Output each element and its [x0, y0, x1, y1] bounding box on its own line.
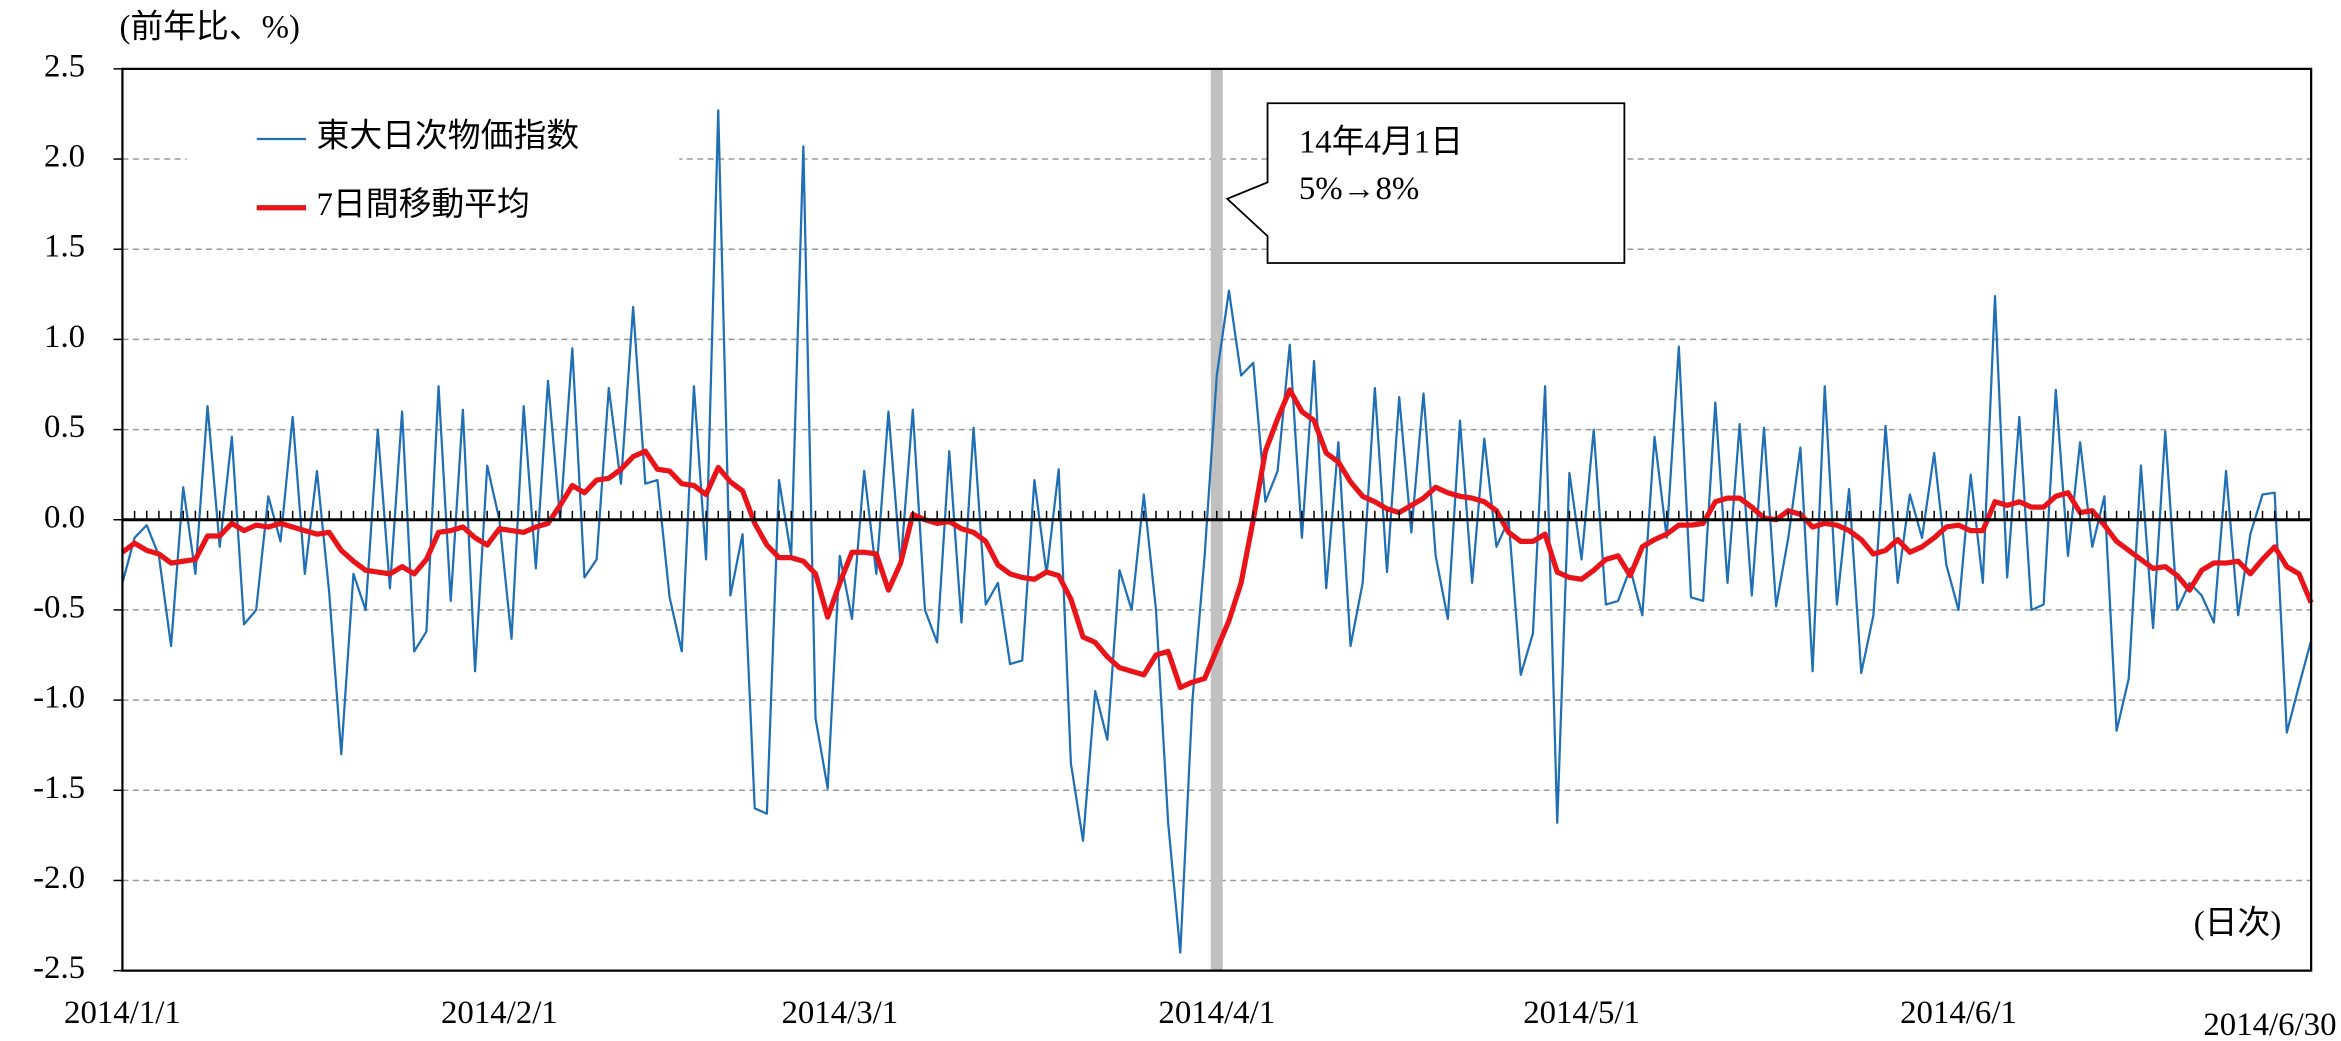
axes: 2.5 2.0 1.5 1.0 0.5 0.0 -0.5 -1.0 -1.5 -2.0 -2.5 20… — [33, 48, 2336, 1041]
x-tick-label: 2014/3/1 — [781, 995, 898, 1031]
annotation: 5%→8% — [1299, 171, 1419, 207]
y-tick-label: -0.5 — [33, 589, 85, 625]
series-line — [120, 387, 2314, 691]
grid — [122, 158, 2312, 882]
y-tick-label: 2.0 — [44, 139, 85, 175]
annotation: 14年4月1日 — [1299, 124, 1463, 161]
y-tick-label: -2.5 — [33, 950, 85, 986]
plot-frame — [121, 67, 2313, 972]
x-tick-label: 2014/6/30 — [2203, 1007, 2336, 1041]
legend-label: 7日間移動平均 — [317, 186, 530, 223]
series-line — [121, 109, 2313, 954]
overlay: 東大日次物価指数 7日間移動平均 14年4月1日 5%→8% — [186, 102, 1626, 264]
y-tick-label: 0.5 — [44, 409, 85, 445]
y-tick-label: 1.5 — [44, 229, 85, 265]
x-tick-label: 2014/4/1 — [1158, 995, 1275, 1031]
y-tick-label: -1.5 — [33, 770, 85, 806]
y-tick-label: 2.5 — [44, 48, 85, 84]
callout-box — [1225, 102, 1626, 264]
x-tick-label: 2014/5/1 — [1523, 995, 1640, 1031]
y-tick-label: -2.0 — [33, 860, 85, 896]
legend-label: 東大日次物価指数 — [317, 118, 580, 155]
lines — [120, 109, 2314, 954]
x-tick-label: 2014/6/1 — [1900, 995, 2017, 1031]
y-tick-label: 0.0 — [44, 499, 85, 535]
y-unit-label: (前年比、%) — [119, 9, 300, 46]
y-tick-label: 1.0 — [44, 319, 85, 355]
x-tick-label: 2014/1/1 — [64, 995, 181, 1031]
legend-bg — [186, 107, 680, 240]
x-tick-label: 2014/2/1 — [441, 995, 558, 1031]
x-unit-label: (日次) — [2194, 904, 2282, 941]
y-tick-label: -1.0 — [33, 680, 85, 716]
